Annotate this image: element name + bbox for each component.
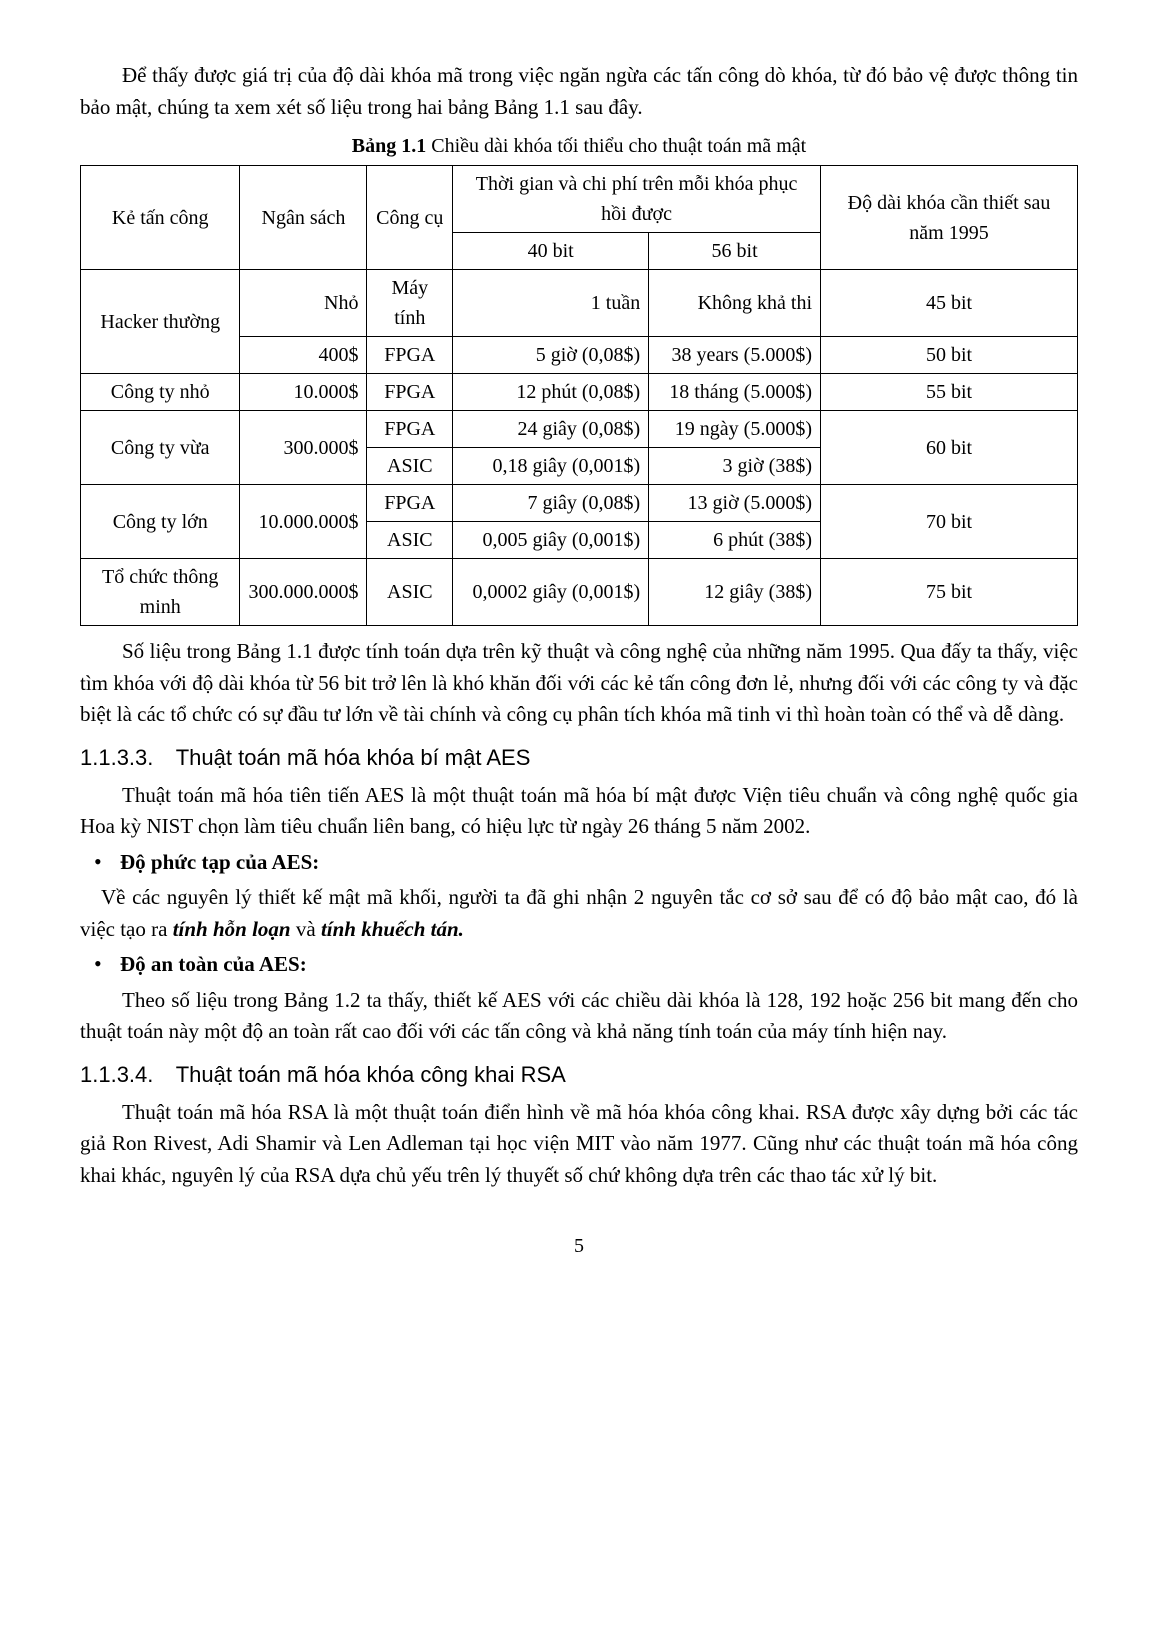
col-40bit-header: 40 bit xyxy=(453,233,649,270)
col-attacker-header: Kẻ tấn công xyxy=(81,166,240,270)
aes-bullet-list: Độ phức tạp của AES: xyxy=(80,847,1078,879)
complexity-text-mid: và xyxy=(291,917,321,941)
table-row: Hacker thường Nhỏ Máy tính 1 tuần Không … xyxy=(81,270,1078,337)
cell-budget: 300.000.000$ xyxy=(240,559,367,626)
cell-tool: ASIC xyxy=(367,448,453,485)
col-keylen-header: Độ dài khóa cần thiết sau năm 1995 xyxy=(821,166,1078,270)
page-number: 5 xyxy=(80,1231,1078,1261)
aes-intro-paragraph: Thuật toán mã hóa tiên tiến AES là một t… xyxy=(80,780,1078,843)
cell-56bit: Không khả thi xyxy=(649,270,821,337)
cell-tool: FPGA xyxy=(367,374,453,411)
cell-keylen: 55 bit xyxy=(821,374,1078,411)
cell-40bit: 5 giờ (0,08$) xyxy=(453,337,649,374)
cell-keylen: 75 bit xyxy=(821,559,1078,626)
cell-40bit: 0,18 giây (0,001$) xyxy=(453,448,649,485)
table-caption-label: Bảng 1.1 xyxy=(352,135,426,157)
col-timecost-group-header: Thời gian và chi phí trên mỗi khóa phục … xyxy=(453,166,821,233)
bullet-complexity: Độ phức tạp của AES: xyxy=(80,847,1078,879)
table-1-1-caption: Bảng 1.1 Chiều dài khóa tối thiểu cho th… xyxy=(80,131,1078,161)
cell-tool: ASIC xyxy=(367,522,453,559)
section-title: Thuật toán mã hóa khóa bí mật AES xyxy=(176,745,531,770)
section-number: 1.1.3.3. xyxy=(80,741,170,774)
cell-56bit: 38 years (5.000$) xyxy=(649,337,821,374)
table-row: Công ty vừa 300.000$ FPGA 24 giây (0,08$… xyxy=(81,411,1078,448)
cell-budget: 400$ xyxy=(240,337,367,374)
bullet-safety: Độ an toàn của AES: xyxy=(80,949,1078,981)
table-row: Công ty lớn 10.000.000$ FPGA 7 giây (0,0… xyxy=(81,485,1078,522)
table-1-1-body: Hacker thường Nhỏ Máy tính 1 tuần Không … xyxy=(81,270,1078,626)
cell-attacker: Hacker thường xyxy=(81,270,240,374)
cell-40bit: 12 phút (0,08$) xyxy=(453,374,649,411)
cell-budget: 10.000$ xyxy=(240,374,367,411)
cell-40bit: 1 tuần xyxy=(453,270,649,337)
cell-tool: FPGA xyxy=(367,337,453,374)
cell-keylen: 45 bit xyxy=(821,270,1078,337)
cell-56bit: 19 ngày (5.000$) xyxy=(649,411,821,448)
cell-56bit: 6 phút (38$) xyxy=(649,522,821,559)
safety-paragraph: Theo số liệu trong Bảng 1.2 ta thấy, thi… xyxy=(80,985,1078,1048)
cell-56bit: 12 giây (38$) xyxy=(649,559,821,626)
cell-attacker: Công ty lớn xyxy=(81,485,240,559)
table-caption-text: Chiều dài khóa tối thiểu cho thuật toán … xyxy=(426,135,806,157)
after-table-paragraph: Số liệu trong Bảng 1.1 được tính toán dự… xyxy=(80,636,1078,731)
cell-56bit: 13 giờ (5.000$) xyxy=(649,485,821,522)
table-row: Công ty nhỏ 10.000$ FPGA 12 phút (0,08$)… xyxy=(81,374,1078,411)
cell-40bit: 0,005 giây (0,001$) xyxy=(453,522,649,559)
section-number: 1.1.3.4. xyxy=(80,1058,170,1091)
cell-tool: FPGA xyxy=(367,411,453,448)
cell-40bit: 7 giây (0,08$) xyxy=(453,485,649,522)
col-budget-header: Ngân sách xyxy=(240,166,367,270)
cell-budget: 10.000.000$ xyxy=(240,485,367,559)
cell-40bit: 24 giây (0,08$) xyxy=(453,411,649,448)
table-1-1: Kẻ tấn công Ngân sách Công cụ Thời gian … xyxy=(80,165,1078,626)
cell-budget: Nhỏ xyxy=(240,270,367,337)
col-56bit-header: 56 bit xyxy=(649,233,821,270)
col-tool-header: Công cụ xyxy=(367,166,453,270)
cell-tool: FPGA xyxy=(367,485,453,522)
section-title: Thuật toán mã hóa khóa công khai RSA xyxy=(176,1062,566,1087)
cell-56bit: 18 tháng (5.000$) xyxy=(649,374,821,411)
bullet-safety-label: Độ an toàn của AES: xyxy=(120,952,307,976)
cell-tool: Máy tính xyxy=(367,270,453,337)
cell-budget: 300.000$ xyxy=(240,411,367,485)
cell-56bit: 3 giờ (38$) xyxy=(649,448,821,485)
section-1-1-3-4-heading: 1.1.3.4. Thuật toán mã hóa khóa công kha… xyxy=(80,1058,1078,1091)
bullet-complexity-label: Độ phức tạp của AES: xyxy=(120,850,319,874)
cell-keylen: 70 bit xyxy=(821,485,1078,559)
cell-40bit: 0,0002 giây (0,001$) xyxy=(453,559,649,626)
intro-paragraph: Để thấy được giá trị của độ dài khóa mã … xyxy=(80,60,1078,123)
section-1-1-3-3-heading: 1.1.3.3. Thuật toán mã hóa khóa bí mật A… xyxy=(80,741,1078,774)
cell-tool: ASIC xyxy=(367,559,453,626)
cell-keylen: 50 bit xyxy=(821,337,1078,374)
complexity-em-1: tính hỗn loạn xyxy=(173,917,291,941)
cell-attacker: Tổ chức thông minh xyxy=(81,559,240,626)
complexity-paragraph: Về các nguyên lý thiết kế mật mã khối, n… xyxy=(80,882,1078,945)
cell-attacker: Công ty nhỏ xyxy=(81,374,240,411)
cell-keylen: 60 bit xyxy=(821,411,1078,485)
aes-bullet-list-2: Độ an toàn của AES: xyxy=(80,949,1078,981)
rsa-paragraph: Thuật toán mã hóa RSA là một thuật toán … xyxy=(80,1097,1078,1192)
complexity-em-2: tính khuếch tán. xyxy=(321,917,464,941)
cell-attacker: Công ty vừa xyxy=(81,411,240,485)
table-row: Tổ chức thông minh 300.000.000$ ASIC 0,0… xyxy=(81,559,1078,626)
